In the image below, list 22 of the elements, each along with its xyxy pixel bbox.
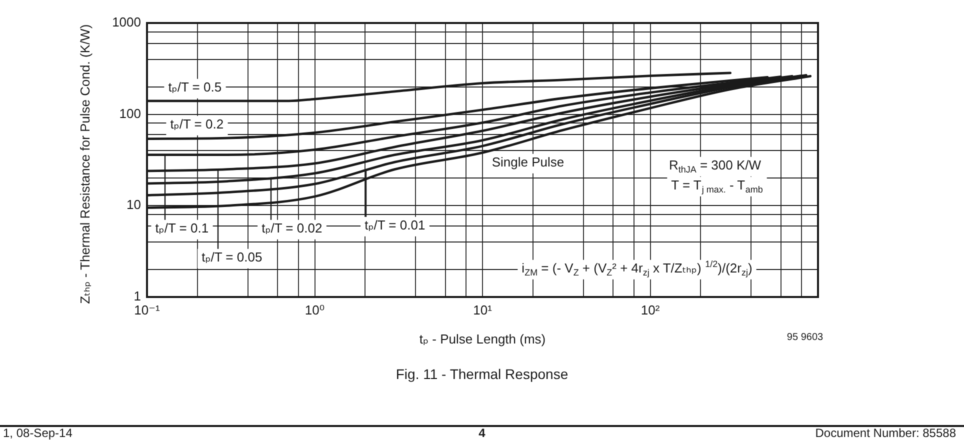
text: 1, 08-Sep-14 <box>3 426 72 440</box>
text: tₚ/T = 0.05 <box>202 250 262 265</box>
x-tick-label: 10² <box>640 302 660 318</box>
text: tₚ/T = 0.02 <box>262 220 322 236</box>
series-label: tₚ/T = 0.5 <box>168 80 222 95</box>
y-tick-label: 100 <box>119 106 141 121</box>
series-label: Single Pulse <box>492 154 564 170</box>
x-axis-title: tₚ - Pulse Length (ms) <box>419 332 546 347</box>
series-label: tₚ/T = 0.2 <box>170 116 224 132</box>
y-axis-title: Zₜₕₚ - Thermal Resistance for Pulse Cond. (K/W) <box>78 24 93 304</box>
x-tick-label: 10⁻¹ <box>134 302 160 318</box>
y-tick-label: 1 <box>134 288 141 304</box>
x-tick-label: 10⁰ <box>304 302 325 318</box>
text: Document Number: 85588 <box>815 426 956 440</box>
text: Fig. 11 - Thermal Response <box>394 366 570 382</box>
y-tick-label: 1000 <box>112 14 141 30</box>
text: tₚ/T = 0.01 <box>364 218 426 233</box>
text: 4 <box>478 426 486 440</box>
x-tick-label: 10¹ <box>473 302 493 318</box>
text: 95 9603 <box>786 332 824 343</box>
text: tₚ/T = 0.1 <box>155 220 209 236</box>
y-tick-label: 10 <box>126 197 141 212</box>
